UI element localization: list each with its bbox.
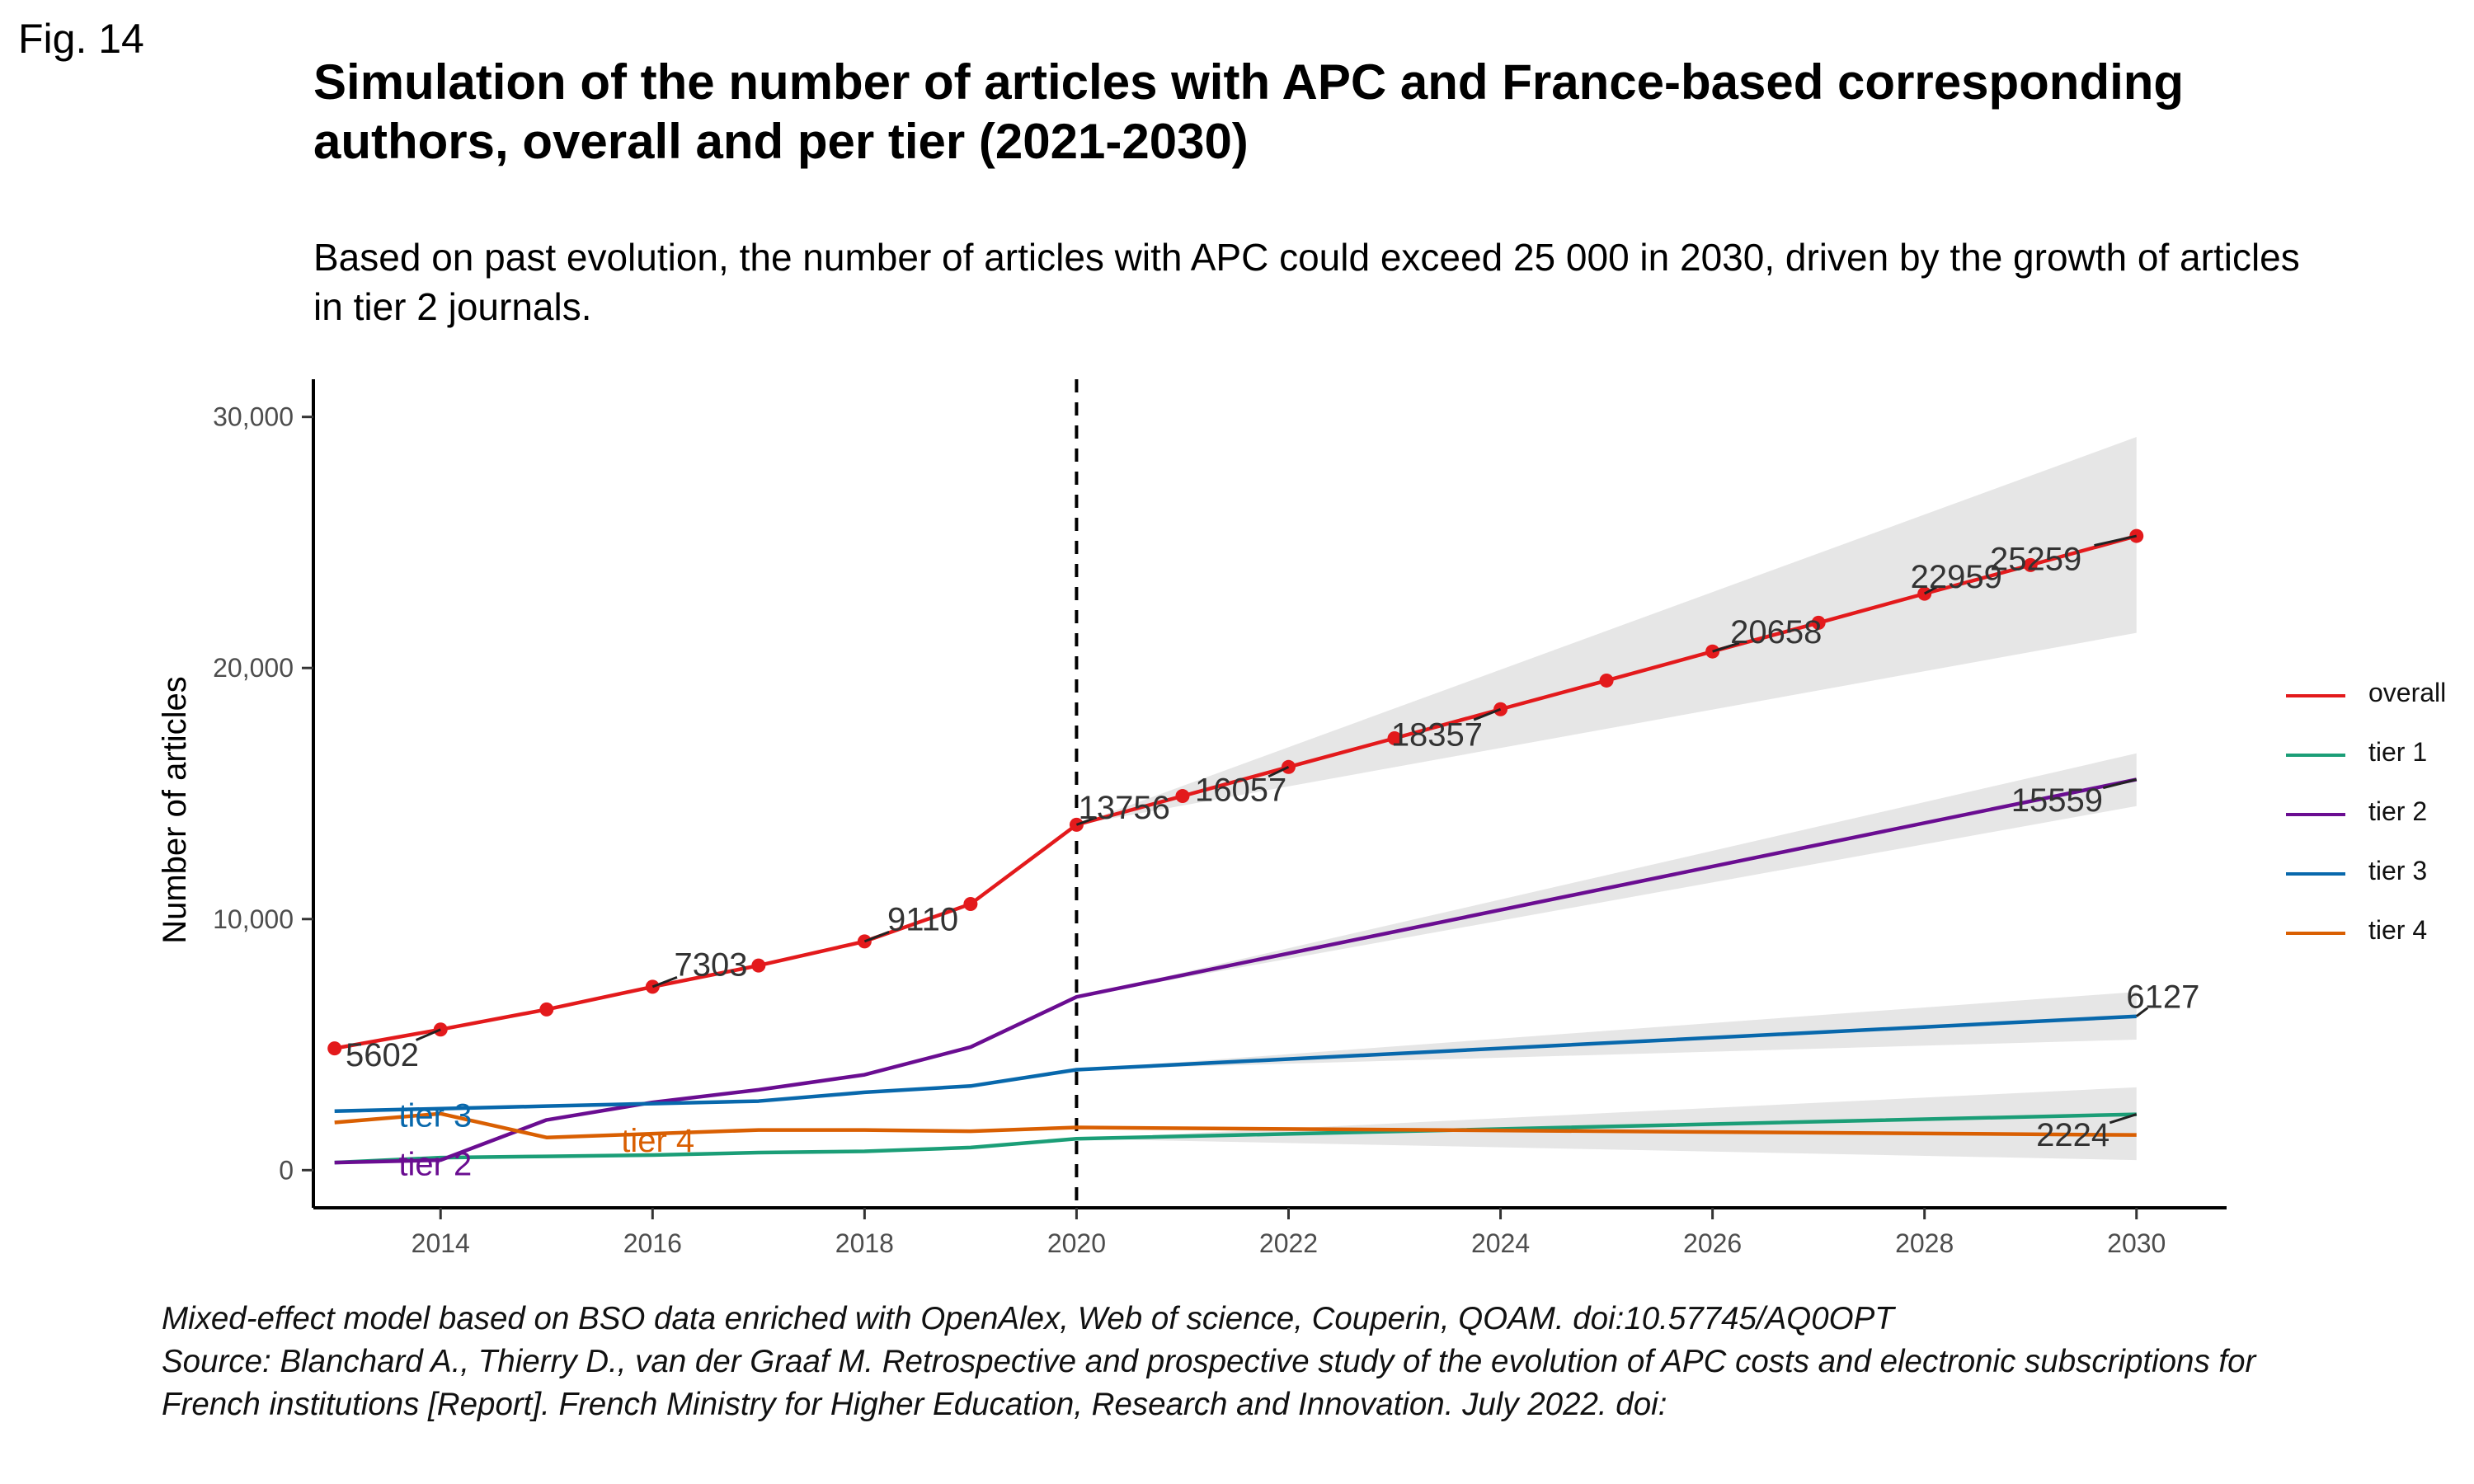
legend-label-overall: overall <box>2368 678 2447 707</box>
leader-overall-18357 <box>1473 707 1502 721</box>
point-overall-2027 <box>1811 615 1826 630</box>
leader-tier-1-2224 <box>2109 1113 2138 1125</box>
chart-title: Simulation of the number of articles wit… <box>313 54 2185 169</box>
caption-line-2: Source: Blanchard A., Thierry D., van de… <box>162 1344 2256 1379</box>
axes: 2014 2016 2018 2020 2022 2024 2026 2028 2030 0 10,… <box>157 379 2227 1258</box>
x-tick-label-2030: 2030 <box>2107 1228 2166 1258</box>
band-tier-1 <box>1076 1087 2137 1161</box>
legend-label-tier-4: tier 4 <box>2368 915 2428 945</box>
line-overall <box>334 533 2138 1050</box>
y-tick-label-0: 0 <box>279 1155 294 1185</box>
value-label-overall-7303: 7303 <box>675 946 748 983</box>
point-overall-2015 <box>539 1002 554 1017</box>
band-tier-3 <box>1076 992 2137 1070</box>
x-tick-label-2022: 2022 <box>1259 1228 1318 1258</box>
leader-overall-20658 <box>1712 641 1740 653</box>
x-tick-label-2020: 2020 <box>1047 1228 1106 1258</box>
band-tier-2 <box>1076 753 2137 998</box>
leader-tier-2-15559 <box>2102 778 2138 790</box>
legend-key-overall <box>2286 694 2345 697</box>
confidence-bands <box>1076 437 2137 1161</box>
caption-line-3: French institutions [Report]. French Min… <box>162 1387 1667 1422</box>
line-tier-2 <box>334 777 2138 1165</box>
value-label-overall-16057: 16057 <box>1195 773 1286 809</box>
value-label-overall-20658: 20658 <box>1730 614 1822 650</box>
leader-overall-22959 <box>1923 585 1939 595</box>
label-leaders <box>415 534 2149 1125</box>
value-label-overall-18357: 18357 <box>1391 717 1483 754</box>
legend-key-tier-1 <box>2286 754 2345 757</box>
legend-label-tier-2: tier 2 <box>2368 796 2428 826</box>
y-tick-label-30000: 30,000 <box>213 402 294 432</box>
series-label-tier-4: tier 4 <box>621 1123 694 1159</box>
value-label-tier-1-2224: 2224 <box>2036 1117 2109 1153</box>
y-axis-title: Number of articles <box>157 676 193 944</box>
value-label-overall-25259: 25259 <box>1990 541 2081 577</box>
leader-overall-5602 <box>415 1028 441 1041</box>
point-overall-2029 <box>2023 557 2038 572</box>
chart-subtitle: Based on past evolution, the number of a… <box>313 236 2300 328</box>
legend-label-tier-1: tier 1 <box>2368 737 2428 767</box>
value-label-overall-22959: 22959 <box>1911 559 2002 595</box>
value-label-overall-13756: 13756 <box>1079 790 1170 826</box>
series-label-tier-2: tier 2 <box>398 1147 472 1183</box>
y-tick-label-20000: 20,000 <box>213 653 294 683</box>
point-overall-2021 <box>1175 789 1190 804</box>
leader-overall-7303 <box>651 975 678 989</box>
value-label-overall-9110: 9110 <box>887 901 958 937</box>
leader-overall-9110 <box>863 930 890 943</box>
x-tick-label-2024: 2024 <box>1471 1228 1530 1258</box>
caption-line-1: Mixed-effect model based on BSO data enr… <box>162 1301 1894 1336</box>
legend-label-tier-3: tier 3 <box>2368 856 2428 885</box>
value-label-tier-2-15559: 15559 <box>2011 782 2103 819</box>
figure-label: Fig. 14 <box>18 16 144 62</box>
point-overall-2017 <box>751 958 766 973</box>
legend-key-tier-3 <box>2286 872 2345 876</box>
series-label-tier-3: tier 3 <box>398 1097 472 1134</box>
line-tier-3 <box>334 1014 2137 1113</box>
x-tick-label-2018: 2018 <box>835 1228 894 1258</box>
band-overall <box>1076 437 2137 825</box>
x-tick-label-2028: 2028 <box>1895 1228 1954 1258</box>
value-label-tier-3-6127: 6127 <box>2126 979 2199 1015</box>
chart-caption: Mixed-effect model based on BSO data enr… <box>162 1298 2454 1426</box>
point-overall-2019 <box>963 897 978 911</box>
x-tick-label-2014: 2014 <box>412 1228 470 1258</box>
point-overall-2025 <box>1599 673 1614 688</box>
leader-overall-13756 <box>1075 816 1098 826</box>
point-overall-2023 <box>1387 731 1402 745</box>
point-overall-2013 <box>327 1041 342 1056</box>
legend-key-tier-4 <box>2286 932 2345 935</box>
x-tick-label-2016: 2016 <box>623 1228 682 1258</box>
leader-tier-3-6127 <box>2135 1007 2149 1017</box>
series-lines <box>334 533 2138 1165</box>
line-tier-4 <box>334 1111 2137 1139</box>
leader-overall-16057 <box>1268 765 1290 778</box>
legend-key-tier-2 <box>2286 813 2345 816</box>
y-tick-label-10000: 10,000 <box>213 904 294 934</box>
x-tick-label-2026: 2026 <box>1683 1228 1742 1258</box>
value-label-overall-5602: 5602 <box>346 1037 419 1073</box>
leader-overall-25259 <box>2094 534 2138 547</box>
data-labels: 5602 7303 9110 13756 16057 18357 20658 22959252… <box>346 541 2199 1182</box>
line-tier-1 <box>334 1112 2137 1165</box>
